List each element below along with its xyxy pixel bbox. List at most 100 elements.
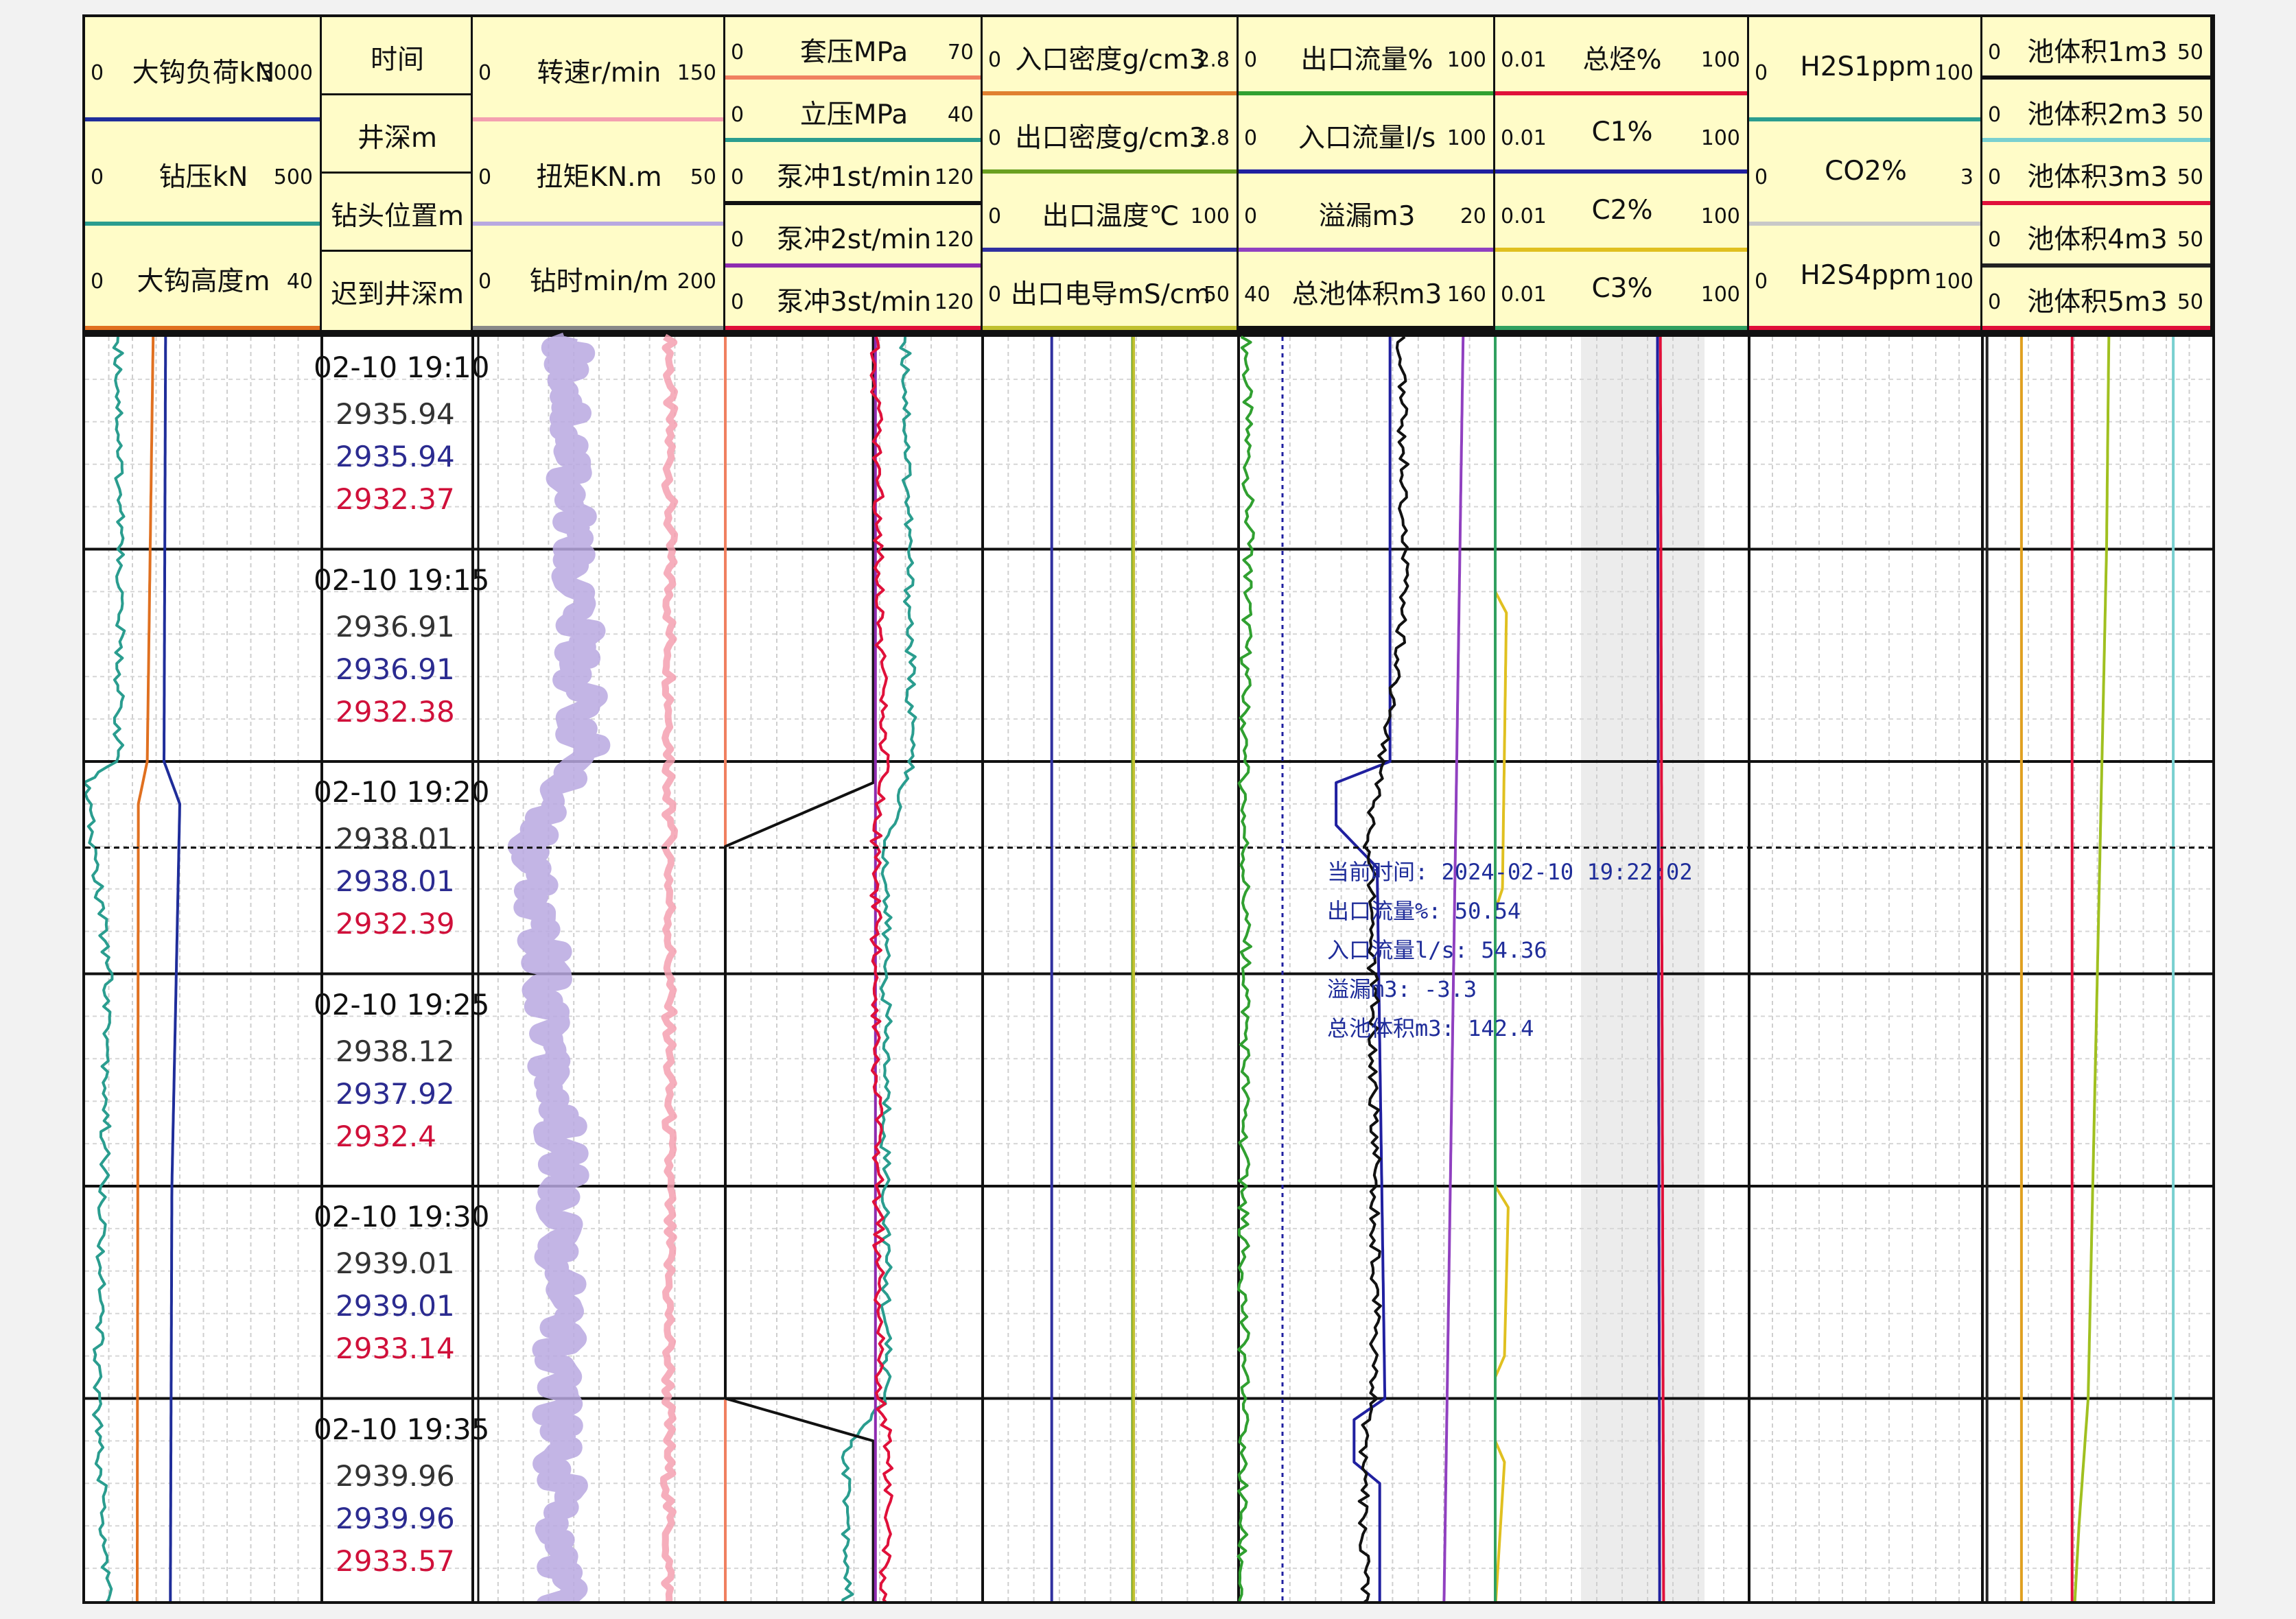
scale-min: 0	[1988, 165, 2002, 189]
scale-max: 3000	[260, 61, 313, 85]
lag-depth-label: 2932.4	[336, 1119, 436, 1153]
scale-max: 200	[677, 270, 716, 294]
log-plot-area[interactable]	[85, 17, 2212, 1601]
time-label: 02-10 19:25	[314, 987, 490, 1021]
tooltip-line-pit-volume: 总池体积m3: 142.4	[1327, 1015, 1534, 1041]
header-label: 入口流量l/s	[1298, 123, 1436, 154]
header-color-line	[1239, 326, 1493, 330]
scale-max: 2.8	[1197, 126, 1230, 150]
well-depth-label: 2938.01	[336, 822, 455, 855]
header-label: 扭矩KN.m	[536, 162, 662, 193]
header-color-line	[983, 169, 1237, 174]
scale-min: 0.01	[1501, 283, 1547, 307]
scale-max: 100	[1934, 61, 1973, 85]
bit-position-label: 2935.94	[336, 440, 455, 473]
header-label: 泵冲2st/min	[776, 224, 932, 256]
scale-max: 500	[273, 165, 313, 189]
curve-钻压kN	[85, 336, 126, 1601]
track-header-1[interactable]: 大钩负荷kN 0 3000 钻压kN 0 500 大钩高度m 0 40	[85, 17, 322, 330]
header-color-line	[1982, 138, 2210, 143]
scale-max: 100	[1700, 126, 1740, 150]
scale-min: 0	[478, 165, 492, 189]
tooltip-line-outflow: 出口流量%: 50.54	[1327, 898, 1521, 924]
curve-转速r/min	[660, 333, 679, 1601]
time-label: 02-10 19:10	[314, 351, 490, 384]
scale-min: 0	[91, 61, 104, 85]
scale-min: 0	[1988, 290, 2002, 315]
scale-min: 0	[988, 283, 1002, 307]
curve-大钩负荷kN	[163, 337, 181, 1601]
scale-min: 0	[1988, 102, 2002, 127]
curve-扭矩KN.m	[507, 331, 611, 1601]
header-color-line	[983, 91, 1237, 95]
header-color-line	[473, 326, 723, 330]
header-label: 总池体积m3	[1291, 279, 1442, 310]
header-color-line	[322, 93, 471, 95]
header-label: 立压MPa	[799, 99, 909, 130]
header-color-line	[1982, 263, 2210, 268]
well-depth-label: 2939.01	[336, 1246, 455, 1280]
header-color-line	[725, 263, 981, 268]
scale-max: 150	[677, 61, 716, 85]
scale-max: 100	[1446, 48, 1486, 72]
header-label: 钻压kN	[159, 162, 248, 193]
header-label: C1%	[1591, 117, 1653, 147]
curve-总烃%	[1659, 337, 1665, 1601]
lag-depth-label: 2933.57	[336, 1544, 455, 1578]
scale-max: 2.8	[1197, 48, 1230, 72]
scale-max: 3	[1960, 165, 1973, 189]
header-color-line	[1982, 326, 2210, 330]
track-header-2[interactable]: 时间 井深m 钻头位置m 迟到井深m	[322, 17, 473, 330]
scale-min: 0	[91, 165, 104, 189]
tooltip-line-time: 当前时间: 2024-02-10 19:22:02	[1327, 859, 1693, 885]
header-label: 井深m	[358, 123, 437, 154]
time-label: 02-10 19:35	[314, 1412, 490, 1446]
lag-depth-label: 2932.38	[336, 694, 455, 729]
scale-min: 0	[478, 270, 492, 294]
track-header-6[interactable]: 出口流量% 0 100 入口流量l/s 0 100 溢漏m3 0 20 总池体积m3 40 160	[1239, 17, 1495, 330]
header-color-line	[1749, 222, 1980, 226]
scale-min: 0	[731, 102, 745, 127]
header-color-line	[1239, 169, 1493, 174]
header-color-line	[85, 117, 320, 121]
header-color-line	[725, 138, 981, 143]
mud-log-chart: 大钩负荷kN 0 3000 钻压kN 0 500 大钩高度m 0 40 时间 井深m 钻头位置m 迟到井…	[82, 14, 2215, 1604]
header-color-line	[725, 75, 981, 80]
header-color-line	[473, 117, 723, 121]
track-header-5[interactable]: 入口密度g/cm3 0 2.8 出口密度g/cm3 0 2.8 出口温度℃ 0 100 出口电导m…	[983, 17, 1239, 330]
header-color-line	[1982, 200, 2210, 205]
header-label: 套压MPa	[799, 36, 909, 68]
track-header-4[interactable]: 套压MPa 0 70 立压MPa 0 40 泵冲1st/min 0 120 泵冲2st/min 0 1…	[725, 17, 983, 330]
scale-min: 40	[1244, 283, 1271, 307]
curve-出口流量%	[1237, 335, 1255, 1601]
curve-泵冲3st/min	[869, 336, 894, 1601]
header-label: 转速r/min	[537, 58, 661, 88]
header-label: 池体积3m3	[2027, 162, 2168, 193]
header-color-line	[322, 250, 471, 252]
track-header-3[interactable]: 转速r/min 0 150 扭矩KN.m 0 50 钻时min/m 0 200	[473, 17, 725, 330]
header-color-line	[473, 222, 723, 226]
track-header-9[interactable]: 池体积1m3 0 50 池体积2m3 0 50 池体积3m3 0 50 池体积4m3 0 50 池体积5…	[1982, 17, 2212, 330]
curve-溢漏m3	[1442, 336, 1465, 1601]
header-label: 泵冲1st/min	[776, 162, 932, 193]
header-color-line	[983, 326, 1237, 330]
scale-min: 0	[731, 40, 745, 64]
scale-max: 100	[1934, 270, 1973, 294]
header-color-line	[725, 200, 981, 205]
scale-min: 0	[91, 270, 104, 294]
curve-入口流量l/s	[1335, 337, 1392, 1601]
gas-track-shade	[1581, 337, 1705, 1601]
track-header-8[interactable]: H2S1ppm 0 100 CO2% 0 3 H2S4ppm 0 100	[1749, 17, 1982, 330]
header-label: 迟到井深m	[331, 279, 464, 310]
scale-min: 0	[1988, 40, 2002, 64]
scale-min: 0	[731, 290, 745, 315]
curve-C1%	[1656, 337, 1661, 1601]
bit-position-label: 2938.01	[336, 864, 455, 898]
header-color-line	[983, 248, 1237, 252]
header-label: 泵冲3st/min	[776, 287, 932, 318]
scale-max: 100	[1700, 204, 1740, 228]
lag-depth-label: 2933.14	[336, 1332, 455, 1365]
header-color-line	[1495, 326, 1747, 330]
curve-立压MPa	[841, 336, 917, 1601]
track-header-7[interactable]: 总烃% 0.01 100 C1% 0.01 100 C2% 0.01 100 C3% 0.01 100	[1495, 17, 1749, 330]
